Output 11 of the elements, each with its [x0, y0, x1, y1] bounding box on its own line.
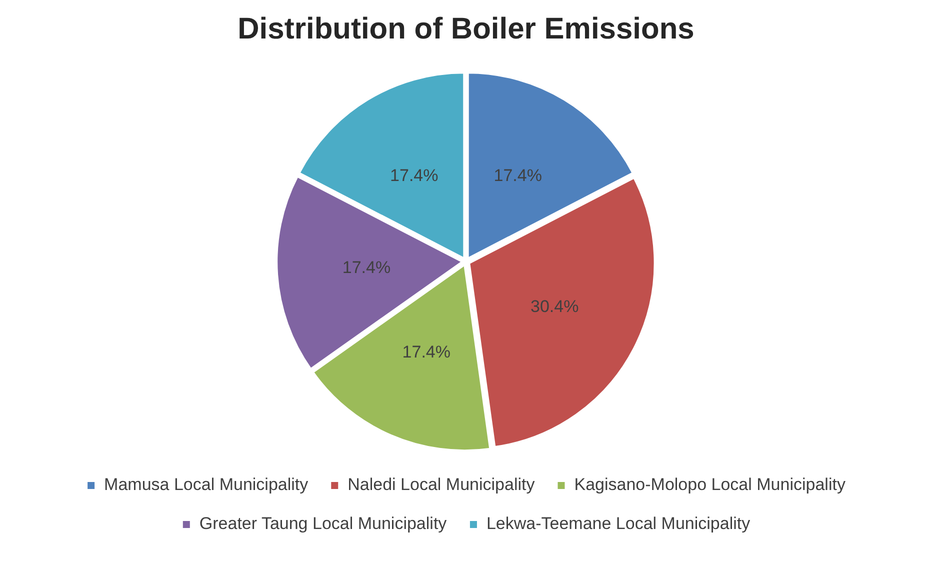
legend-label: Mamusa Local Municipality	[104, 475, 309, 494]
legend-label: Kagisano-Molopo Local Municipality	[574, 475, 846, 494]
legend-label: Lekwa-Teemane Local Municipality	[486, 514, 751, 534]
data-label: 17.4%	[494, 166, 542, 185]
chart-title: Distribution of Boiler Emissions	[238, 12, 694, 46]
data-label: 17.4%	[390, 166, 438, 185]
data-label: 30.4%	[530, 297, 579, 316]
data-label: 17.4%	[342, 258, 391, 278]
data-label: 17.4%	[402, 342, 450, 362]
legend-label: Naledi Local Municipality	[348, 475, 536, 494]
legend-label: Greater Taung Local Municipality	[199, 514, 448, 534]
